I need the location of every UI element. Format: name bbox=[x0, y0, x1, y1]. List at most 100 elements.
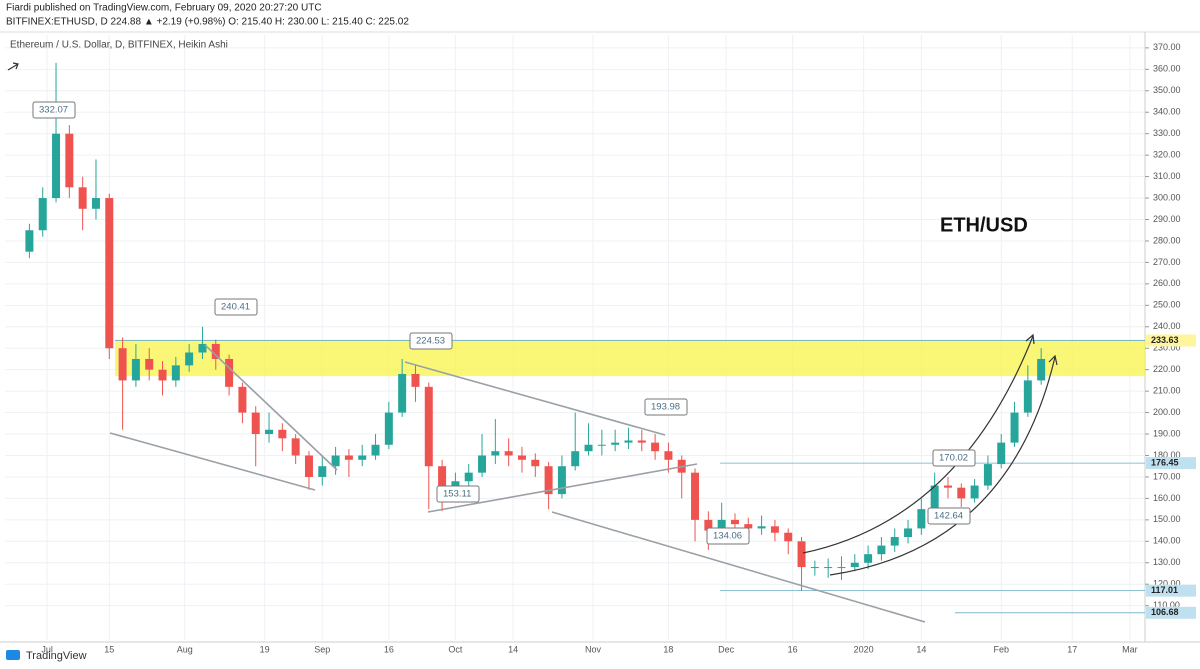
y-tick-label: 130.00 bbox=[1153, 557, 1181, 567]
callout-box bbox=[706, 527, 750, 545]
footer-brand: TradingView bbox=[26, 650, 87, 662]
trendline bbox=[551, 511, 926, 623]
candle-body bbox=[651, 442, 660, 452]
x-tick-label: 15 bbox=[104, 644, 114, 654]
x-tick-label: Oct bbox=[448, 644, 463, 654]
candle-body bbox=[824, 567, 833, 569]
candle-body bbox=[78, 187, 87, 209]
candle-body bbox=[890, 537, 899, 546]
trendline bbox=[204, 344, 338, 471]
candle-body bbox=[438, 466, 447, 488]
price-badge bbox=[1146, 606, 1196, 619]
chart-subtitle: Ethereum / U.S. Dollar, D, BITFINEX, Hei… bbox=[10, 40, 228, 51]
candle-body bbox=[491, 451, 500, 456]
candle-body bbox=[304, 455, 313, 477]
candle-body bbox=[637, 440, 646, 443]
candle-body bbox=[145, 358, 154, 370]
candle-body bbox=[171, 365, 180, 381]
x-tick-label: 16 bbox=[788, 644, 798, 654]
candle-body bbox=[517, 455, 526, 460]
callouts: 332.07 240.41 224.53 193.98 153.11 134.06 170.… bbox=[32, 101, 976, 545]
candle-body bbox=[837, 567, 846, 569]
candle-body bbox=[265, 429, 274, 435]
y-tick-label: 350.00 bbox=[1153, 85, 1181, 95]
x-tick-label: Jul bbox=[41, 644, 53, 654]
callout-label: 193.98 bbox=[651, 402, 680, 413]
y-tick-label: 200.00 bbox=[1153, 407, 1181, 417]
candle-body bbox=[917, 509, 926, 529]
candle-body bbox=[91, 198, 100, 209]
y-tick-label: 140.00 bbox=[1153, 536, 1181, 546]
y-tick-label: 270.00 bbox=[1153, 257, 1181, 267]
candle-body bbox=[464, 472, 473, 482]
candle-body bbox=[770, 526, 779, 533]
candle-body bbox=[1037, 358, 1046, 381]
price-badge-label: 233.63 bbox=[1151, 335, 1179, 345]
candle-body bbox=[717, 519, 726, 531]
x-tick-label: Sep bbox=[314, 644, 330, 654]
candle-body bbox=[251, 412, 260, 435]
publisher: Fiardi published on TradingView.com, Feb… bbox=[6, 3, 322, 14]
candle-body bbox=[730, 519, 739, 525]
trendline bbox=[404, 361, 666, 436]
callout-box bbox=[32, 101, 76, 119]
trendline bbox=[109, 432, 316, 491]
x-tick-label: Aug bbox=[177, 644, 193, 654]
candle-body bbox=[704, 519, 713, 531]
y-tick-label: 110.00 bbox=[1153, 600, 1180, 610]
resistance-zone bbox=[115, 339, 1145, 377]
candle-body bbox=[185, 352, 194, 366]
candle-body bbox=[531, 459, 540, 467]
zone bbox=[115, 339, 1145, 614]
candle-body bbox=[691, 472, 700, 520]
arrow-head bbox=[1025, 333, 1035, 345]
candle-body bbox=[943, 485, 952, 488]
arrow bbox=[7, 62, 19, 71]
candle-body bbox=[904, 528, 913, 538]
callout-box bbox=[409, 332, 453, 350]
callout-label: 142.64 bbox=[934, 511, 963, 522]
candle-body bbox=[557, 466, 566, 495]
candle-body bbox=[198, 343, 207, 353]
x-tick-label: Mar bbox=[1122, 644, 1138, 654]
callout-label: 153.11 bbox=[443, 489, 471, 500]
candle-body bbox=[983, 464, 992, 486]
candle-body bbox=[331, 455, 340, 467]
y-tick-label: 310.00 bbox=[1153, 171, 1181, 181]
candle-body bbox=[611, 442, 620, 445]
callout-label: 332.07 bbox=[39, 105, 68, 116]
candle-body bbox=[624, 440, 633, 443]
candle-body bbox=[864, 554, 873, 563]
candle-body bbox=[344, 455, 353, 460]
callout-label: 170.02 bbox=[939, 453, 968, 464]
chart-title: ETH/USD bbox=[940, 214, 1028, 236]
y-tick-label: 120.00 bbox=[1153, 579, 1181, 589]
y-tick-label: 330.00 bbox=[1153, 128, 1181, 138]
x-tick-label: Dec bbox=[718, 644, 735, 654]
y-tick-label: 180.00 bbox=[1153, 450, 1181, 460]
curve-arrow bbox=[829, 356, 1056, 576]
candle-body bbox=[850, 562, 859, 568]
candles bbox=[25, 62, 1046, 591]
callout-label: 134.06 bbox=[713, 531, 742, 542]
y-axis: 110.00 120.00 130.00 140.00 150.00 160.00 170.… bbox=[1145, 42, 1196, 619]
candle-body bbox=[278, 429, 287, 439]
candle-body bbox=[664, 451, 673, 460]
callout-box bbox=[436, 485, 480, 503]
y-tick-label: 280.00 bbox=[1153, 235, 1181, 245]
candle-body bbox=[1023, 380, 1032, 413]
candle-body bbox=[810, 567, 819, 569]
y-tick-label: 190.00 bbox=[1153, 428, 1181, 438]
candle-body bbox=[238, 386, 247, 413]
y-tick-label: 340.00 bbox=[1153, 107, 1181, 117]
candle-body bbox=[930, 485, 939, 510]
y-tick-label: 240.00 bbox=[1153, 321, 1181, 331]
callout-box bbox=[932, 449, 976, 467]
curve-arrow bbox=[802, 335, 1034, 554]
candle-body bbox=[291, 438, 300, 456]
callout-box bbox=[927, 507, 971, 525]
x-tick-label: Nov bbox=[585, 644, 602, 654]
symbol-info: BITFINEX:ETHUSD, D 224.88 ▲ +2.19 (+0.98… bbox=[6, 17, 409, 28]
trendline bbox=[427, 463, 698, 513]
